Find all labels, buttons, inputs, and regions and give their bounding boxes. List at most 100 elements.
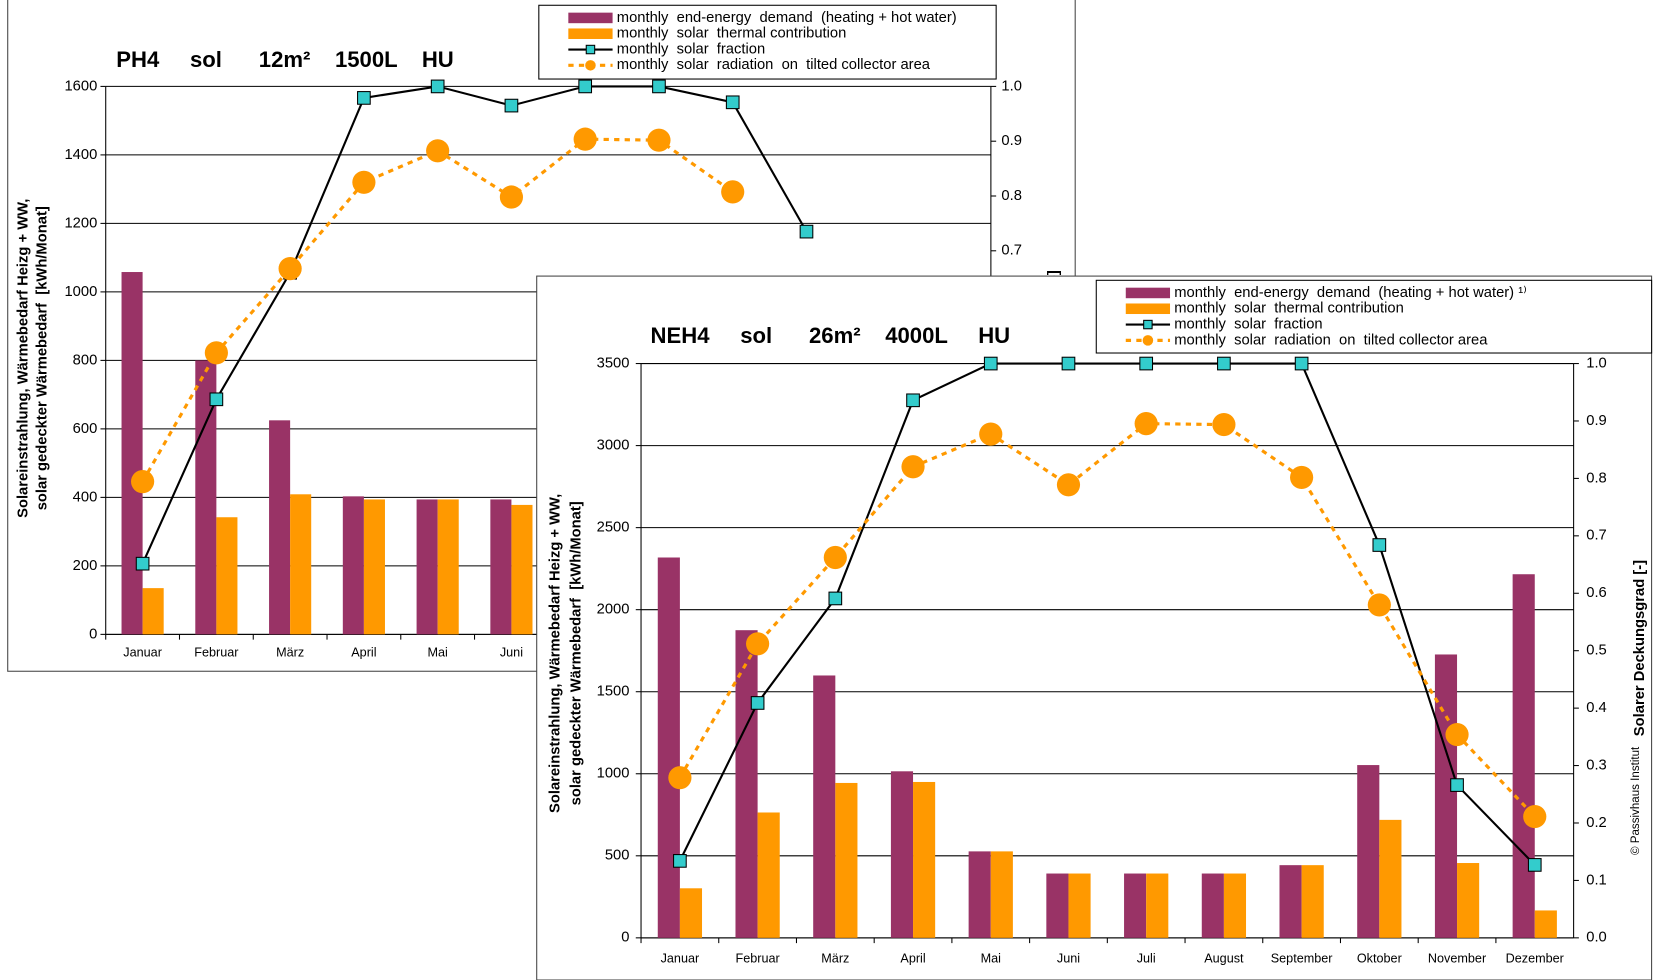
marker xyxy=(1134,412,1158,436)
marker xyxy=(131,470,155,494)
marker xyxy=(357,91,371,105)
marker xyxy=(426,139,450,163)
legend-swatch xyxy=(1125,287,1171,299)
y2-tick-label: 0.3 xyxy=(1586,757,1607,773)
y2-tick-label: 0.0 xyxy=(1586,930,1607,946)
y2-tick-label: 0.9 xyxy=(1586,413,1607,429)
bar xyxy=(490,499,512,635)
chart-frame xyxy=(536,275,1653,980)
y-tick-label: 200 xyxy=(73,558,98,574)
marker xyxy=(746,632,770,656)
marker xyxy=(1139,356,1154,371)
marker xyxy=(209,392,224,407)
y-tick-label: 1200 xyxy=(64,215,97,231)
y2-tick-label: 0.6 xyxy=(1586,585,1607,601)
marker xyxy=(504,98,519,113)
marker xyxy=(1294,356,1309,371)
x-tick-label: März xyxy=(276,646,304,660)
y-tick-label: 1000 xyxy=(64,284,97,300)
x-tick-label: Mai xyxy=(981,951,1001,965)
y2-tick-label: 0.2 xyxy=(1586,815,1607,831)
bar xyxy=(1379,819,1402,938)
chart-title: PH4 sol 12m² 1500L HU xyxy=(116,47,454,72)
legend-swatch xyxy=(568,12,613,24)
y-tick-label: 0 xyxy=(89,626,97,642)
marker xyxy=(673,854,687,868)
bar xyxy=(363,499,385,635)
y-axis-label: solar gedeckter Wärmebedarf [kWh/Monat] xyxy=(34,206,50,510)
marker xyxy=(1523,804,1547,829)
x-tick-label: Januar xyxy=(661,951,700,965)
y2-tick-label: 1.0 xyxy=(1586,355,1607,371)
marker xyxy=(1367,593,1391,617)
marker xyxy=(499,185,524,209)
y2-tick-label: 0.8 xyxy=(1586,470,1607,486)
y-tick-label: 500 xyxy=(605,848,630,864)
marker xyxy=(901,455,925,479)
bar xyxy=(195,360,217,635)
bar xyxy=(216,517,238,635)
legend-marker xyxy=(585,44,596,55)
bar xyxy=(813,675,836,938)
marker xyxy=(1056,473,1081,497)
y-tick-label: 1500 xyxy=(597,684,630,700)
y2-tick-label: 0.1 xyxy=(1586,872,1607,888)
y-tick-label: 2500 xyxy=(597,520,630,536)
x-tick-label: Dezember xyxy=(1506,951,1564,965)
y-tick-label: 1600 xyxy=(64,78,97,94)
legend-marker xyxy=(1142,335,1154,346)
marker xyxy=(1372,538,1387,552)
y-tick-label: 400 xyxy=(73,489,98,505)
bar xyxy=(142,588,164,635)
bar xyxy=(657,557,680,938)
marker xyxy=(799,224,814,239)
x-tick-label: März xyxy=(821,951,849,965)
marker xyxy=(1217,356,1231,371)
series-line xyxy=(678,422,1536,818)
y2-tick-label: 0.4 xyxy=(1586,700,1607,716)
y2-tick-label: 0.7 xyxy=(1001,243,1022,259)
bar xyxy=(437,499,459,635)
marker xyxy=(983,356,998,371)
x-tick-label: Juli xyxy=(1137,951,1156,965)
bar xyxy=(1279,865,1302,938)
x-tick-label: Mai xyxy=(427,646,447,660)
y-axis-label: Solareinstrahlung, Wärmebedarf Heizg + W… xyxy=(548,494,564,813)
x-tick-label: Februar xyxy=(736,951,780,965)
y-tick-label: 1000 xyxy=(597,766,630,782)
y-tick-label: 3500 xyxy=(597,355,630,371)
y-tick-label: 600 xyxy=(73,421,98,437)
legend-box xyxy=(538,4,997,80)
x-tick-label: April xyxy=(351,646,376,660)
bar xyxy=(1068,873,1091,938)
marker xyxy=(1450,778,1464,792)
y-axis-label: solar gedeckter Wärmebedarf [kWh/Monat] xyxy=(569,501,585,805)
legend-box xyxy=(1095,279,1653,354)
bar xyxy=(1357,765,1380,938)
bar xyxy=(913,781,936,938)
y2-tick-label: 1.0 xyxy=(1001,78,1022,94)
marker xyxy=(430,79,445,94)
legend-label: monthly solar fraction xyxy=(1174,316,1322,332)
y2-tick-label: 0.7 xyxy=(1586,528,1607,544)
marker xyxy=(204,341,228,365)
marker xyxy=(573,127,597,151)
bar xyxy=(1146,873,1169,938)
bar xyxy=(1457,863,1480,938)
marker xyxy=(1290,465,1314,490)
marker xyxy=(979,422,1003,446)
x-tick-label: September xyxy=(1271,951,1333,965)
bar xyxy=(968,851,991,938)
chart-title: NEH4 sol 26m² 4000L HU xyxy=(651,323,1011,348)
marker xyxy=(352,170,376,194)
bar xyxy=(416,499,438,635)
x-tick-label: August xyxy=(1204,951,1244,965)
bar xyxy=(511,504,533,635)
bar xyxy=(290,494,312,635)
y-tick-label: 3000 xyxy=(597,437,630,453)
legend-label: monthly solar thermal contribution xyxy=(617,26,847,42)
y-tick-label: 1400 xyxy=(64,147,97,163)
legend-marker xyxy=(585,60,596,71)
x-tick-label: Juni xyxy=(500,646,523,660)
legend-label: monthly solar radiation on tilted collec… xyxy=(617,57,931,73)
